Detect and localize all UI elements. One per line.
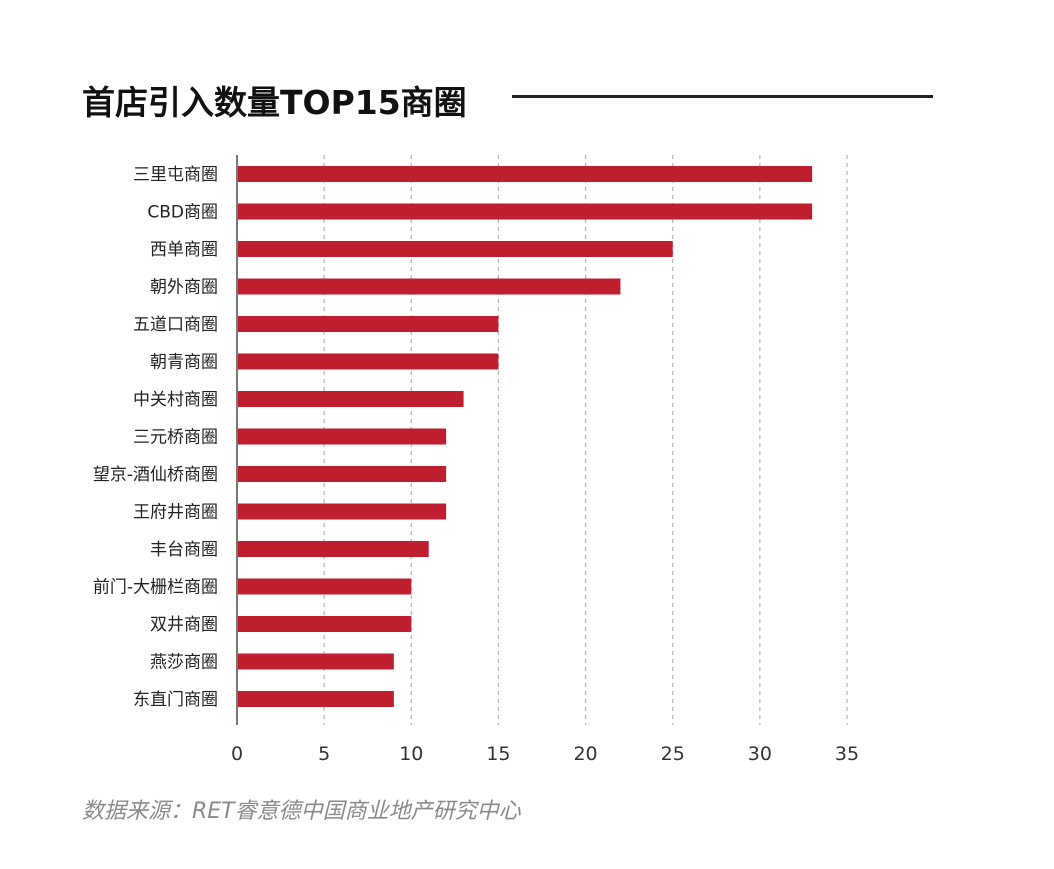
bar [237,653,394,670]
chart-title: 首店引入数量TOP15商圈 [82,83,467,122]
bar [237,316,499,332]
category-label: 朝青商圈 [150,353,218,373]
x-tick-label: 30 [748,743,772,765]
category-label: 望京-酒仙桥商圈 [93,465,218,485]
category-label: 中关村商圈 [133,390,218,410]
x-tick-label: 10 [399,743,423,765]
bar [237,541,429,557]
bar [237,353,499,370]
x-tick-label: 5 [318,743,330,765]
bar [237,466,447,482]
x-tick-label: 15 [486,743,510,765]
category-label: 丰台商圈 [150,540,218,560]
bar [237,428,447,445]
category-label: 朝外商圈 [150,278,218,298]
bar [237,578,412,595]
title-rule [512,95,933,98]
bar [237,503,447,520]
x-tick-label: 35 [835,743,859,765]
category-label: 前门-大栅栏商圈 [93,578,218,598]
category-label: 东直门商圈 [133,690,218,710]
category-label: 燕莎商圈 [150,653,218,673]
category-label: 五道口商圈 [133,315,218,335]
x-tick-label: 0 [231,743,243,765]
x-tick-label: 20 [573,743,597,765]
category-label: 三元桥商圈 [133,428,218,448]
bar [237,616,412,632]
category-label: 三里屯商圈 [133,165,218,185]
bar [237,278,621,295]
bar [237,203,813,220]
x-tick-label: 25 [661,743,685,765]
bar [237,391,464,407]
bar [237,241,673,257]
bar [237,691,394,707]
bar [237,166,813,182]
category-label: 双井商圈 [150,615,218,635]
category-label: CBD商圈 [147,203,218,223]
category-label: 西单商圈 [150,240,218,260]
category-label: 王府井商圈 [133,503,218,523]
source-note: 数据来源：RET睿意德中国商业地产研究中心 [82,799,521,824]
